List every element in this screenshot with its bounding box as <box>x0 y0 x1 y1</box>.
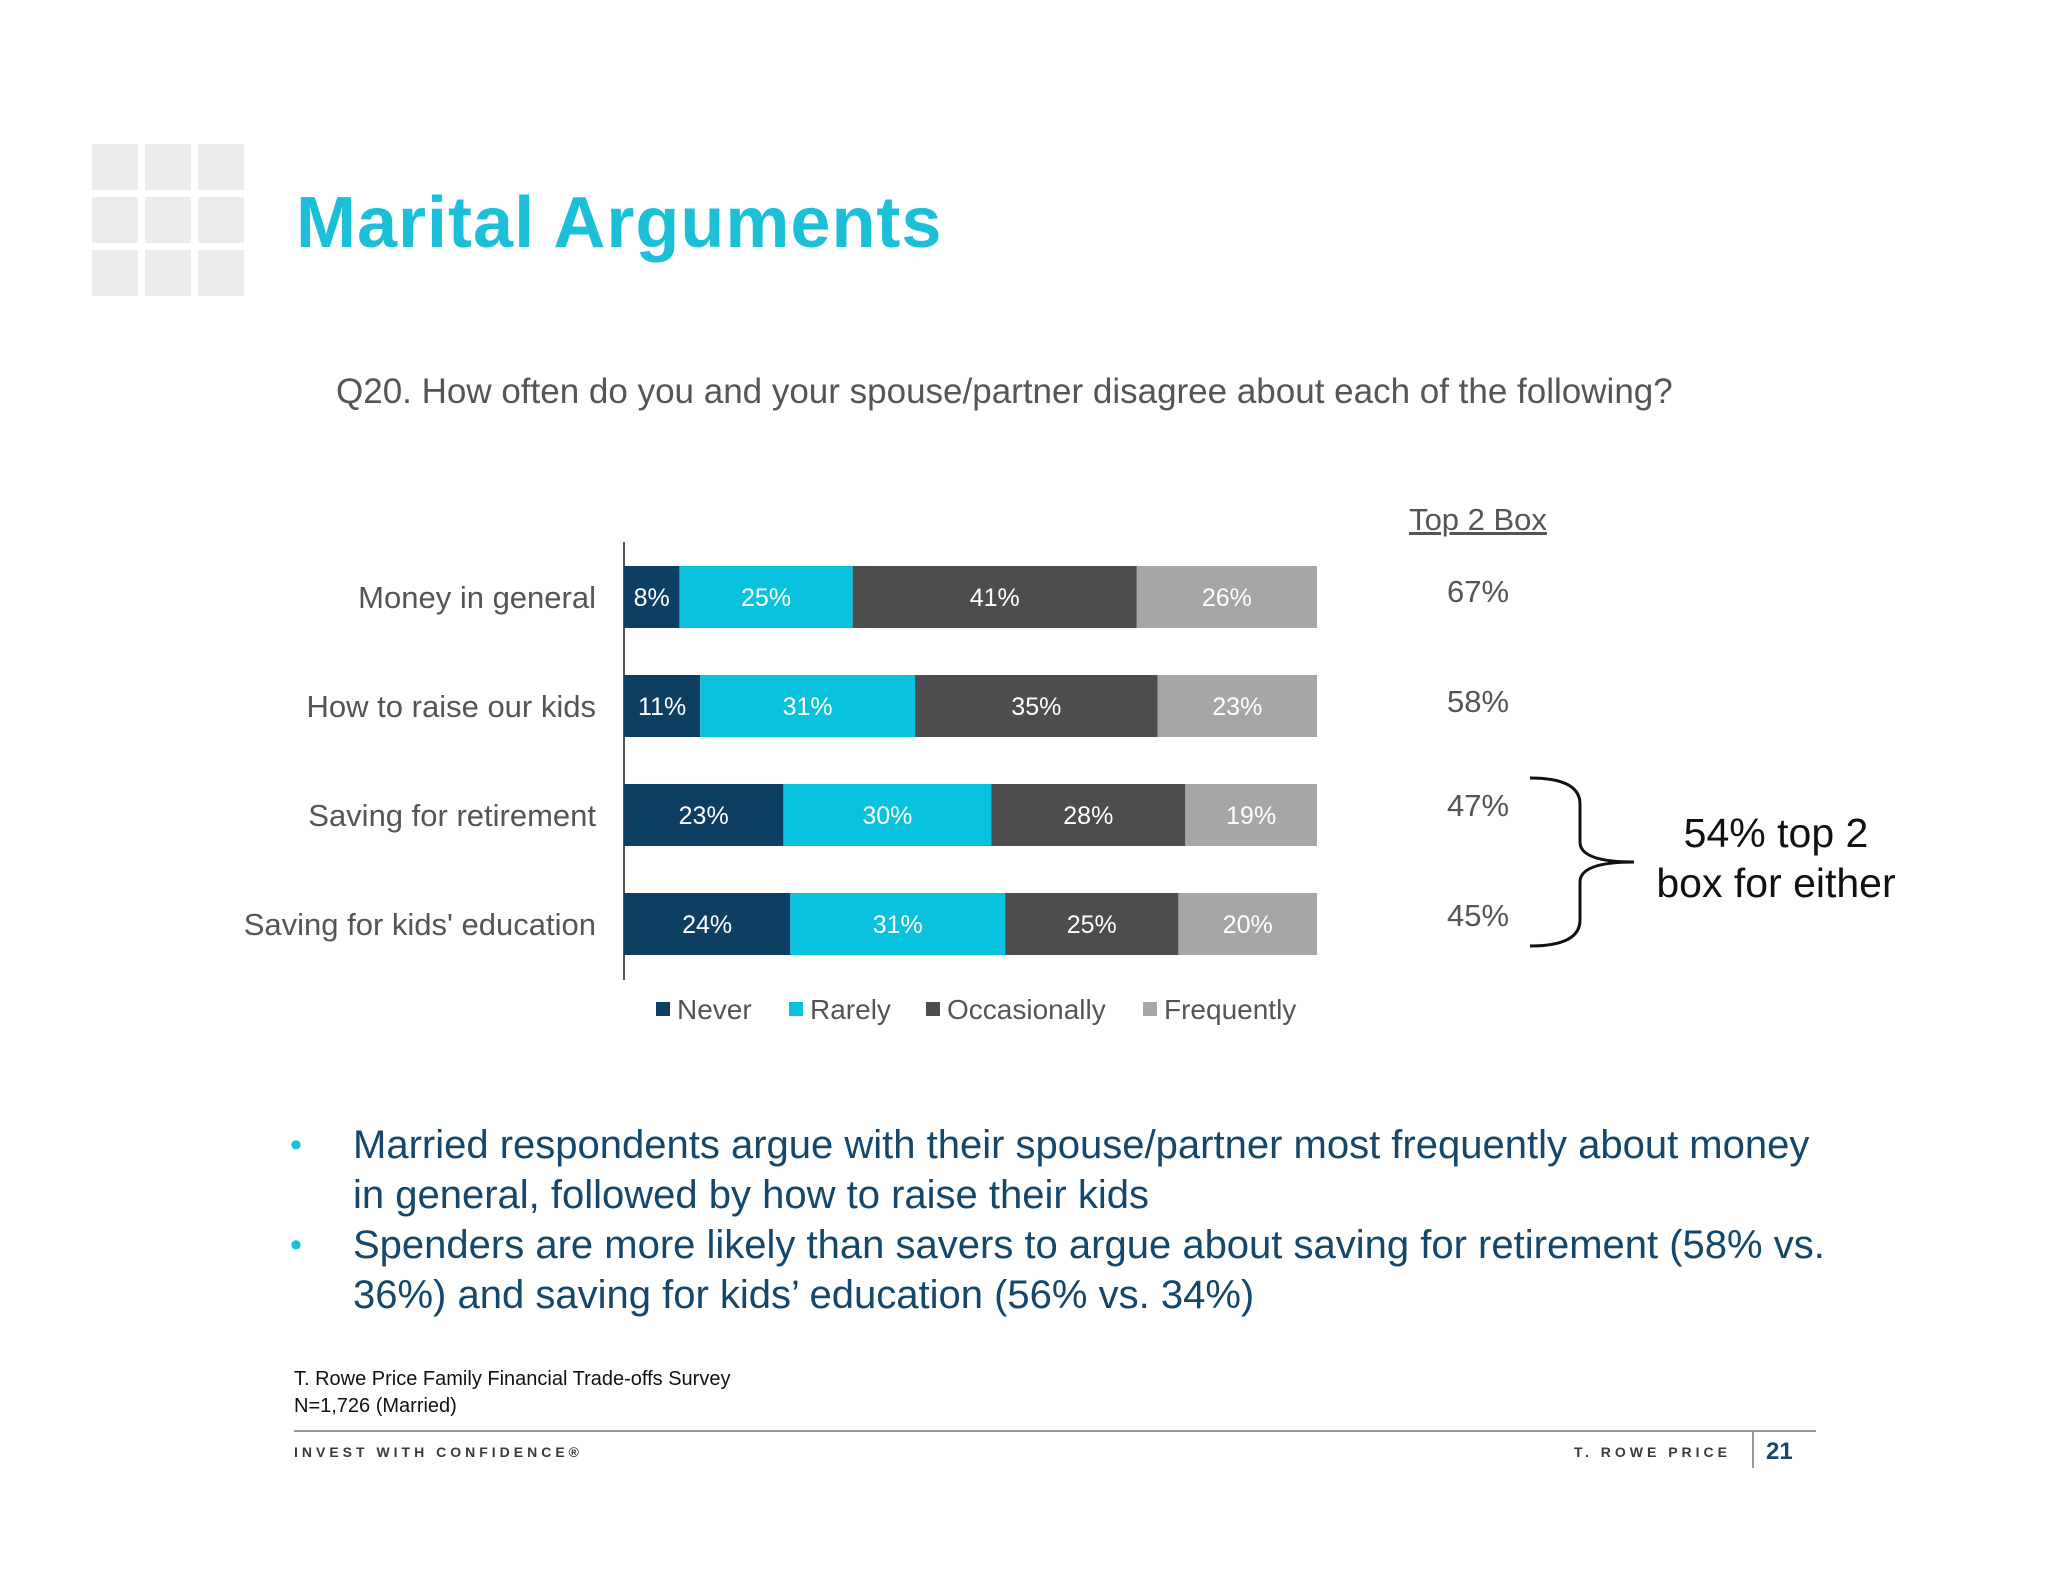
category-label: Money in general <box>358 580 596 615</box>
data-label: 20% <box>1223 911 1273 939</box>
data-label: 23% <box>679 802 729 830</box>
data-label: 30% <box>862 802 912 830</box>
data-label: 26% <box>1202 584 1252 612</box>
bar-segment <box>790 893 1006 955</box>
footer-vertical-divider <box>1752 1432 1754 1468</box>
top2-value: 67% <box>1446 574 1510 609</box>
top2-header: Top 2 Box <box>1409 502 1547 537</box>
data-label: 25% <box>741 584 791 612</box>
legend-label: Frequently <box>1164 994 1296 1025</box>
bar-segment <box>1136 566 1317 628</box>
footer-divider-line <box>294 1430 1816 1432</box>
data-label: 24% <box>682 911 732 939</box>
footer-brand: T. ROWE PRICE <box>1574 1444 1732 1460</box>
legend-swatch <box>789 1002 803 1016</box>
legend-label: Rarely <box>810 994 891 1025</box>
top2-value: 47% <box>1446 788 1510 823</box>
legend-swatch <box>656 1002 670 1016</box>
bullet-list: • Married respondents argue with their s… <box>280 1120 1840 1320</box>
logo-grid-icon <box>92 144 244 296</box>
page-title: Marital Arguments <box>296 183 943 263</box>
legend-swatch <box>1143 1002 1157 1016</box>
bullet-item: • Spenders are more likely than savers t… <box>280 1220 1840 1320</box>
bullet-text: Spenders are more likely than savers to … <box>353 1223 1825 1317</box>
footer-tagline: INVEST WITH CONFIDENCE® <box>294 1444 583 1460</box>
bullet-text: Married respondents argue with their spo… <box>353 1123 1810 1217</box>
data-label: 25% <box>1067 911 1117 939</box>
data-label: 23% <box>1212 693 1262 721</box>
data-label: 11% <box>638 693 686 721</box>
annotation-line: box for either <box>1656 860 1896 906</box>
legend-label: Occasionally <box>947 994 1106 1025</box>
curly-brace-icon <box>1529 776 1635 948</box>
page-number: 21 <box>1766 1438 1793 1465</box>
bar-segment <box>915 675 1158 737</box>
bar-segment <box>991 784 1186 846</box>
bar-segment <box>783 784 992 846</box>
bar-segment <box>679 566 853 628</box>
category-label: Saving for retirement <box>308 798 596 833</box>
bar-segment <box>624 675 701 737</box>
source-line: T. Rowe Price Family Financial Trade-off… <box>294 1368 731 1390</box>
bar-segment <box>624 566 680 628</box>
bullet-icon: • <box>290 1126 302 1164</box>
annotation-line: 54% top 2 <box>1683 810 1869 856</box>
data-label: 19% <box>1226 802 1276 830</box>
data-label: 41% <box>970 584 1020 612</box>
bar-segment <box>624 784 784 846</box>
bar-segment <box>1005 893 1179 955</box>
bar-segment <box>700 675 916 737</box>
legend-swatch <box>926 1002 940 1016</box>
top2-value: 45% <box>1446 898 1510 933</box>
legend-label: Never <box>677 994 752 1025</box>
data-label: 35% <box>1011 693 1061 721</box>
source-note: T. Rowe Price Family Financial Trade-off… <box>294 1366 730 1420</box>
annotation-text: 54% top 2 box for either <box>1636 808 1916 908</box>
bar-segment <box>1157 675 1317 737</box>
bar-segment <box>852 566 1137 628</box>
bar-segment <box>1178 893 1317 955</box>
top2-value: 58% <box>1446 684 1510 719</box>
category-label: How to raise our kids <box>307 689 596 724</box>
data-label: 31% <box>873 911 923 939</box>
bullet-icon: • <box>290 1226 302 1264</box>
bar-segment <box>624 893 791 955</box>
bullet-item: • Married respondents argue with their s… <box>280 1120 1840 1220</box>
survey-question: Q20. How often do you and your spouse/pa… <box>336 372 1673 411</box>
category-label: Saving for kids' education <box>244 907 596 942</box>
data-label: 8% <box>634 584 670 612</box>
data-label: 31% <box>783 693 833 721</box>
data-label: 28% <box>1063 802 1113 830</box>
bar-segment <box>1185 784 1317 846</box>
source-line: N=1,726 (Married) <box>294 1395 457 1417</box>
